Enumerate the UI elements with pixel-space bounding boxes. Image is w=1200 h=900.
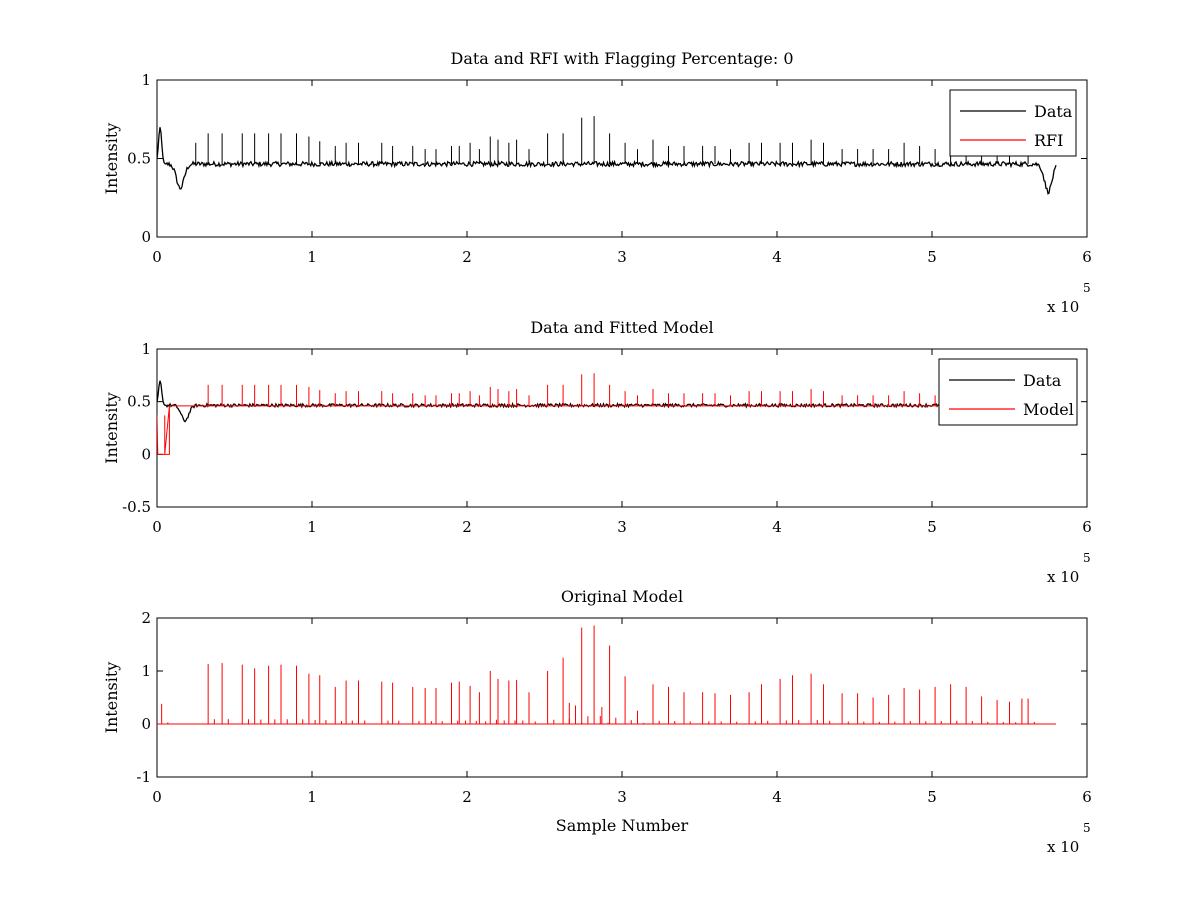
plot-area bbox=[157, 625, 1056, 725]
y-tick-label: 0 bbox=[141, 715, 151, 733]
plot-area bbox=[157, 373, 1057, 455]
x-exponent-label: 5 bbox=[1083, 551, 1091, 565]
y-tick-label: 0.5 bbox=[127, 150, 151, 168]
x-tick-label: 0 bbox=[152, 248, 162, 266]
legend-box bbox=[938, 358, 1078, 426]
legend-label-model: Model bbox=[1023, 400, 1074, 419]
y-tick-label: 0 bbox=[141, 228, 151, 246]
x-tick-label: 2 bbox=[462, 518, 472, 536]
legend: Data RFI bbox=[949, 89, 1077, 157]
y-tick-label: 1 bbox=[141, 71, 151, 89]
axes-box bbox=[156, 617, 1088, 778]
x-tick-label: 2 bbox=[462, 248, 472, 266]
data-line bbox=[157, 380, 1057, 423]
x-tick-label: 6 bbox=[1082, 518, 1092, 536]
x-tick-label: 5 bbox=[927, 518, 937, 536]
x-tick-label: 0 bbox=[152, 518, 162, 536]
subplot-title: Data and RFI with Flagging Percentage: 0 bbox=[450, 49, 793, 68]
x-exponent-label: 5 bbox=[1083, 281, 1091, 295]
subplot-title: Original Model bbox=[561, 587, 683, 606]
x-tick-label: 6 bbox=[1082, 788, 1092, 806]
x-tick-label: 4 bbox=[772, 248, 782, 266]
legend-box bbox=[949, 89, 1077, 157]
x-tick-label: 2 bbox=[462, 788, 472, 806]
data-line bbox=[157, 127, 1057, 195]
x-tick-label: 0 bbox=[152, 788, 162, 806]
y-tick-label: 1 bbox=[141, 340, 151, 358]
x-tick-label: 3 bbox=[617, 518, 627, 536]
x-tick-label: 4 bbox=[772, 518, 782, 536]
x-tick-label: 5 bbox=[927, 788, 937, 806]
x-tick-label: 1 bbox=[307, 788, 317, 806]
y-axis-label: Intensity bbox=[102, 123, 121, 195]
axes-box bbox=[156, 79, 1088, 238]
model-zero-region bbox=[157, 405, 170, 455]
legend: Data Model bbox=[938, 358, 1078, 426]
plot-area bbox=[157, 116, 1057, 195]
x-tick-label: 1 bbox=[307, 248, 317, 266]
x-multiplier-label: x 10 bbox=[1047, 298, 1079, 316]
x-tick-label: 4 bbox=[772, 788, 782, 806]
legend-label-data: Data bbox=[1023, 371, 1062, 390]
y-tick-label: 0 bbox=[141, 445, 151, 463]
x-axis-label: Sample Number bbox=[556, 816, 689, 835]
x-multiplier-label: x 10 bbox=[1047, 838, 1079, 856]
x-tick-label: 3 bbox=[617, 248, 627, 266]
x-tick-label: 3 bbox=[617, 788, 627, 806]
x-multiplier-label: x 10 bbox=[1047, 568, 1079, 586]
y-tick-label: 2 bbox=[141, 609, 151, 627]
y-axis-label: Intensity bbox=[102, 392, 121, 464]
subplot-1: 0 1 2 3 4 5 6 0 0.5 1 Data and RFI with Flagging P… bbox=[102, 49, 1092, 316]
y-tick-label: -1 bbox=[136, 768, 151, 786]
x-tick-label: 1 bbox=[307, 518, 317, 536]
x-tick-label: 5 bbox=[927, 248, 937, 266]
legend-label-data: Data bbox=[1034, 102, 1073, 121]
legend-label-rfi: RFI bbox=[1034, 131, 1063, 150]
y-tick-label: 0.5 bbox=[127, 393, 151, 411]
y-axis-label: Intensity bbox=[102, 662, 121, 734]
y-tick-label: -0.5 bbox=[122, 498, 151, 516]
x-exponent-label: 5 bbox=[1083, 821, 1091, 835]
y-tick-label: 1 bbox=[141, 662, 151, 680]
x-tick-label: 6 bbox=[1082, 248, 1092, 266]
subplot-title: Data and Fitted Model bbox=[530, 318, 713, 337]
